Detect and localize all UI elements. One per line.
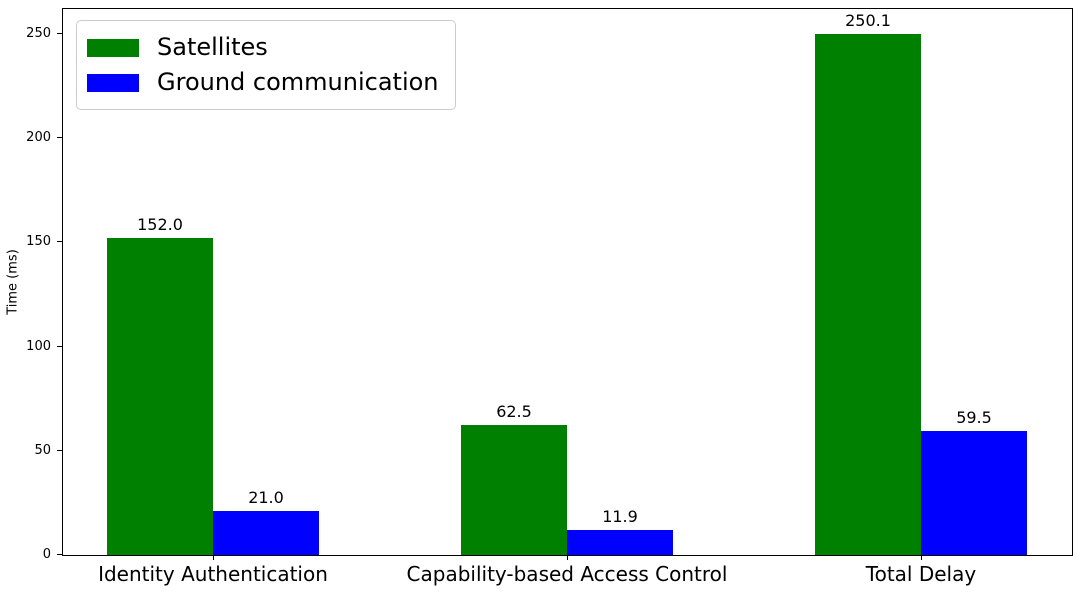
- legend-label-ground-communication: Ground communication: [157, 68, 439, 96]
- bar-ground-communication-total-delay: [921, 431, 1027, 555]
- plot-area: 152.0 62.5 250.1 21.0 11.9 59.5 0 50 100 150 200 2…: [26, 8, 1073, 586]
- y-tick-mark-0: [57, 554, 62, 555]
- bar-satellites-total-delay: [815, 34, 921, 555]
- bar-satellites-capability-based-access-control: [461, 425, 567, 555]
- legend-swatch-satellites: [87, 38, 139, 57]
- y-tick-label-50: 50: [34, 443, 51, 458]
- y-tick-mark-100: [57, 346, 62, 347]
- y-tick-label-0: 0: [42, 547, 51, 562]
- y-tick-label-100: 100: [26, 339, 51, 354]
- bar-value-satellites-identity-authentication: 152.0: [137, 215, 183, 234]
- x-tick-mark-capability-based-access-control: [567, 555, 568, 560]
- x-tick-label-total-delay: Total Delay: [865, 562, 977, 586]
- bar-value-ground-communication-total-delay: 59.5: [956, 408, 992, 427]
- bar-satellites-identity-authentication: [107, 238, 213, 555]
- legend-label-satellites: Satellites: [157, 33, 268, 61]
- legend: Satellites Ground communication: [76, 20, 456, 110]
- bar-value-ground-communication-identity-authentication: 21.0: [248, 488, 284, 507]
- x-tick-label-capability-based-access-control: Capability-based Access Control: [406, 562, 728, 586]
- legend-item-ground-communication: Ground communication: [87, 66, 439, 99]
- legend-swatch-ground-communication: [87, 73, 139, 92]
- y-tick-mark-50: [57, 450, 62, 451]
- y-axis-title: Time (ms): [5, 249, 21, 315]
- y-tick-label-200: 200: [26, 130, 51, 145]
- y-tick-label-250: 250: [26, 26, 51, 41]
- bar-ground-communication-identity-authentication: [213, 511, 319, 555]
- bar-ground-communication-capability-based-access-control: [567, 530, 673, 555]
- y-tick-mark-150: [57, 241, 62, 242]
- x-tick-label-identity-authentication: Identity Authentication: [98, 562, 328, 586]
- y-tick-label-150: 150: [26, 234, 51, 249]
- legend-item-satellites: Satellites: [87, 31, 439, 64]
- y-tick-mark-200: [57, 137, 62, 138]
- y-tick-mark-250: [57, 33, 62, 34]
- bar-value-ground-communication-capability-based-access-control: 11.9: [602, 507, 638, 526]
- x-tick-mark-identity-authentication: [213, 555, 214, 560]
- bar-value-satellites-total-delay: 250.1: [845, 11, 891, 30]
- x-tick-mark-total-delay: [921, 555, 922, 560]
- bar-value-satellites-capability-based-access-control: 62.5: [496, 402, 532, 421]
